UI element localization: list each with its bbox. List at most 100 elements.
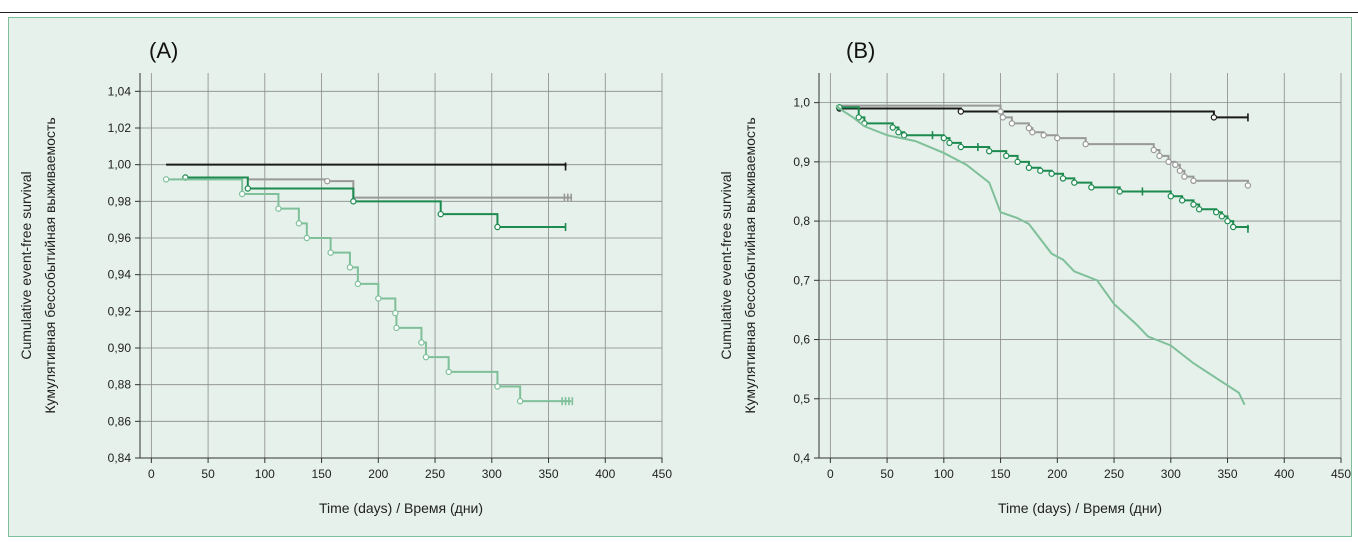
chart-b-series-2-event-marker-5	[900, 131, 908, 139]
chart-b-series-2-event-marker-11	[1014, 158, 1021, 166]
chart-a-plot-area	[140, 73, 662, 458]
figure-panel: 0 50 100 150 200 250 300 350 400 450 0,84 0,86 0,88 0…	[8, 17, 1352, 537]
chart-b: 0 50 100 150 200 250 300 350 400 450 0,4 0,5 0,6 0,7 0…	[718, 38, 1351, 516]
chart-a-xlabel: Time (days) / Время (дни)	[319, 500, 483, 516]
chart-b-series-1-event-marker-8	[1150, 146, 1157, 154]
chart-b-series-2-event-marker-4	[895, 129, 902, 136]
chart-a-x-tick-label: 450	[652, 467, 672, 481]
top-rule	[0, 12, 1358, 13]
chart-a-x-tick-label: 300	[482, 467, 502, 481]
chart-b-series-2-event-marker-1	[855, 114, 862, 121]
chart-b-series-2-event-marker-3	[889, 124, 896, 131]
chart-a-x-tick-label: 50	[201, 467, 215, 481]
chart-b-y-tick-label: 0,6	[793, 333, 810, 347]
chart-b-series-2-event-marker-23	[1212, 208, 1220, 216]
chart-b-y-tick-label: 0,4	[793, 451, 810, 465]
chart-a-series-3-event-marker-11	[418, 339, 425, 346]
chart-a-series-2-line	[185, 176, 566, 228]
chart-b-series-1-event-marker-12	[1176, 167, 1184, 174]
chart-a-y-tick-label: 0,88	[108, 378, 132, 392]
chart-b-ylabel-line2: Кумулятивная бессобытийная выживаемость	[742, 117, 758, 413]
chart-a-series-3-event-marker-14	[494, 383, 501, 390]
chart-b-x-tick-label: 200	[1047, 467, 1067, 481]
chart-a-series-3-event-marker-13	[445, 368, 452, 376]
chart-b-series-2-event-marker-26	[1229, 223, 1237, 231]
chart-b-series-0-event-marker-2	[1210, 114, 1218, 121]
chart-b-series-2-event-marker-15	[1059, 175, 1067, 182]
chart-b-ylabel-line1: Cumulative event-free survival	[718, 171, 734, 359]
chart-b-series-2-event-marker-21	[1190, 201, 1197, 208]
chart-a-series-3-event-marker-4	[303, 234, 311, 242]
chart-a-x-tick-label: 150	[312, 467, 332, 481]
chart-a-x-tick-label: 0	[148, 467, 155, 481]
chart-a-y-tick-label: 0,84	[108, 451, 132, 465]
chart-b-series-1-event-marker-13	[1181, 173, 1188, 180]
chart-a-y-tick-label: 1,02	[108, 121, 132, 135]
chart-b-series-2-event-marker-18	[1116, 188, 1123, 195]
chart-b-series-2-event-marker-16	[1071, 179, 1078, 186]
chart-b-series-1-event-marker-5	[1040, 131, 1047, 139]
chart-a-ylabel-line2: Кумулятивная бессобытийная выживаемость	[42, 117, 58, 413]
chart-b-series-1-event-marker-0	[997, 108, 1004, 115]
chart-a-y-tick-label: 0,92	[108, 304, 132, 318]
chart-b-series-2-event-marker-25	[1224, 217, 1231, 225]
chart-a-series-3-event-marker-2	[275, 205, 282, 212]
chart-a: 0 50 100 150 200 250 300 350 400 450 0,84 0,86 0,88 0…	[18, 38, 672, 516]
chart-b-series-2-event-marker-22	[1195, 206, 1203, 213]
chart-b-x-tick-label: 50	[880, 467, 894, 481]
chart-b-x-tick-label: 250	[1104, 467, 1124, 481]
chart-b-series-1-event-marker-9	[1156, 152, 1163, 160]
chart-a-series-3-event-marker-8	[375, 295, 382, 302]
chart-a-series-1-event-marker-0	[324, 177, 331, 185]
chart-b-series-2-event-marker-24	[1218, 213, 1226, 220]
chart-a-series-3-event-marker-9	[392, 309, 399, 317]
chart-b-series-1-event-marker-6	[1054, 134, 1061, 142]
chart-a-y-tick-label: 1,00	[108, 158, 132, 172]
chart-b-series-2-event-marker-7	[946, 139, 953, 147]
chart-b-x-tick-label: 450	[1331, 467, 1351, 481]
chart-a-x-tick-label: 350	[539, 467, 559, 481]
chart-b-x-tick-label: 0	[827, 467, 834, 481]
chart-a-series-3-event-marker-15	[516, 397, 524, 405]
chart-b-series-1-event-marker-15	[1244, 182, 1252, 189]
chart-b-series-1-event-marker-10	[1165, 158, 1172, 166]
chart-a-series-2-event-marker-4	[494, 223, 501, 231]
chart-a-y-tick-label: 1,04	[108, 84, 132, 98]
chart-a-x-tick-label: 200	[368, 467, 388, 481]
chart-b-y-tick-label: 0,5	[793, 392, 810, 406]
chart-a-y-tick-label: 0,86	[108, 414, 132, 428]
chart-b-series-1-event-marker-2	[1008, 120, 1016, 127]
chart-b-series-1-event-marker-11	[1172, 161, 1179, 169]
chart-b-series-1-event-marker-3	[1025, 124, 1033, 132]
chart-b-y-tick-label: 0,8	[793, 214, 810, 228]
chart-b-series-1-event-marker-7	[1082, 140, 1089, 148]
chart-b-panel-label: (B)	[846, 38, 875, 63]
chart-b-series-1-event-marker-14	[1190, 177, 1197, 184]
chart-b-x-tick-label: 100	[934, 467, 954, 481]
chart-a-x-tick-label: 250	[425, 467, 445, 481]
chart-a-series-3-event-marker-10	[393, 324, 400, 332]
chart-b-series-2-event-marker-12	[1025, 164, 1033, 171]
chart-b-series-1-event-marker-1	[999, 114, 1007, 121]
chart-a-series-3-event-marker-7	[354, 280, 362, 288]
chart-b-series-2-event-marker-10	[1003, 152, 1010, 160]
figure-svg: 0 50 100 150 200 250 300 350 400 450 0,84 0,86 0,88 0…	[18, 38, 1351, 516]
chart-b-series-2-event-marker-9	[986, 147, 993, 155]
chart-b-series-2-event-marker-17	[1088, 184, 1095, 191]
chart-b-series-0-event-marker-1	[957, 108, 965, 115]
chart-b-series-2-event-marker-20	[1178, 197, 1186, 204]
chart-a-series-3-event-marker-0	[162, 176, 170, 183]
chart-b-series-2-event-marker-6	[940, 134, 948, 142]
chart-a-y-tick-label: 0,90	[108, 341, 132, 355]
chart-a-series-2-event-marker-1	[244, 185, 252, 192]
chart-a-series-2-event-marker-3	[437, 210, 444, 218]
chart-b-xlabel: Time (days) / Время (дни)	[998, 500, 1162, 516]
chart-b-x-tick-label: 300	[1161, 467, 1181, 481]
chart-a-series-3-event-marker-6	[346, 264, 354, 271]
chart-a-y-tick-label: 0,96	[108, 231, 132, 245]
chart-b-series-2-event-marker-14	[1048, 170, 1055, 177]
chart-b-series-3-line	[835, 104, 1246, 406]
chart-a-series-3-event-marker-12	[422, 353, 430, 361]
chart-a-panel-label: (A)	[149, 38, 178, 63]
chart-a-ylabel-line1: Cumulative event-free survival	[18, 171, 34, 359]
